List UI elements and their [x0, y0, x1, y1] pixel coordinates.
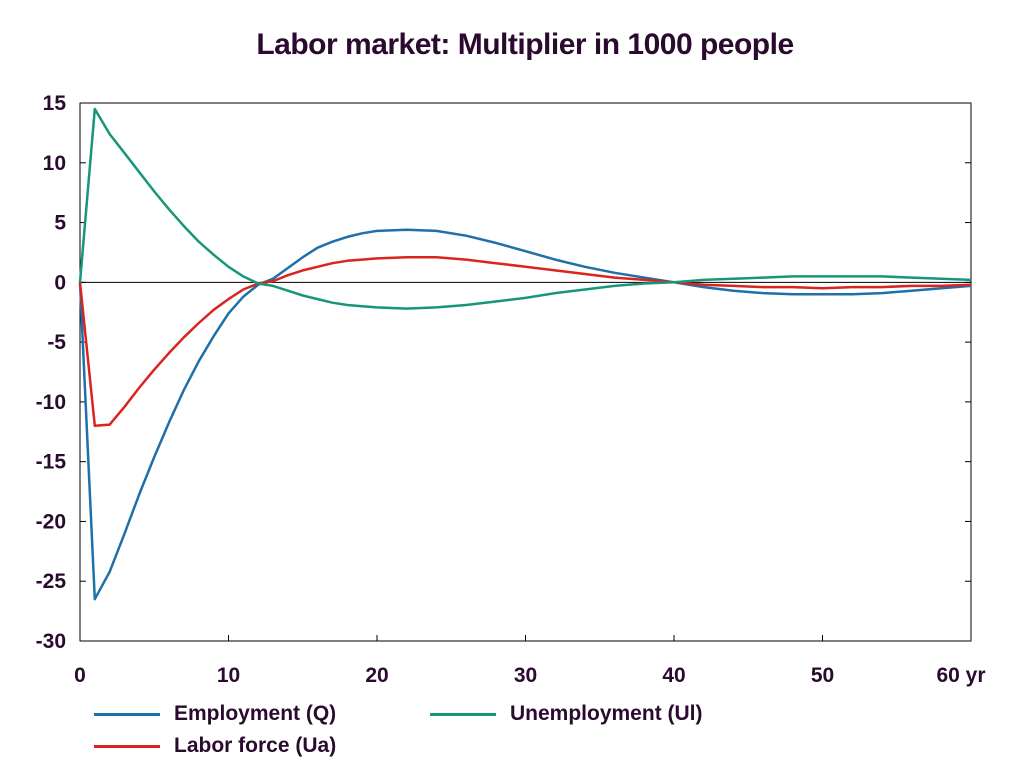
y-tick-label: -15 [36, 451, 67, 474]
x-tick-label: 10 [217, 664, 240, 687]
y-tick-label: -5 [47, 331, 66, 354]
series-line-unemployment-ul [78, 107, 972, 310]
y-tick-label: 15 [43, 92, 67, 115]
plot-frame [79, 102, 972, 642]
series-line-employment-q [78, 228, 972, 601]
x-tick-label: 0 [74, 664, 86, 687]
y-tick-label: 10 [43, 152, 66, 175]
series-line-labor-force-ua [78, 255, 972, 428]
y-tick-label: -30 [36, 630, 66, 653]
y-tick-label: -10 [36, 391, 66, 414]
chart-title: Labor market: Multiplier in 1000 people [256, 28, 794, 61]
x-tick-label: 20 [365, 664, 388, 687]
plot-area-border [79, 102, 972, 642]
x-tick-label: 30 [514, 664, 537, 687]
x-tick-label: 50 [811, 664, 834, 687]
y-tick-label: -25 [36, 570, 67, 593]
series-lines [78, 107, 972, 601]
x-tick-label: 60 yr [936, 664, 985, 687]
y-axis: 15 10 5 0 -5 -10 -15 -20 -25 -30 [36, 92, 971, 653]
y-tick-label: 5 [54, 212, 66, 235]
y-tick-label: 0 [54, 271, 66, 294]
x-tick-label: 40 [662, 664, 685, 687]
x-axis: 0 10 20 30 40 50 60 yr [74, 635, 986, 687]
y-tick-label: -20 [36, 510, 66, 533]
